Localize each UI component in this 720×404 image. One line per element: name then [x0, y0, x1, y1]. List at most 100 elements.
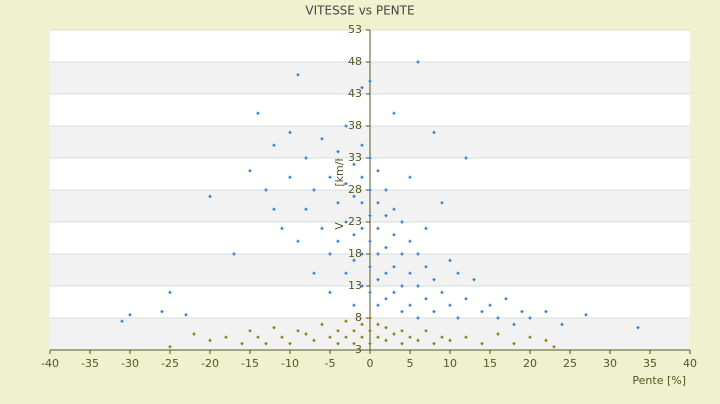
point: [240, 341, 244, 346]
point: [360, 143, 364, 148]
point: [376, 322, 380, 327]
y-tick-label: 43: [348, 87, 362, 100]
point: [400, 220, 404, 224]
y-tick-label: 38: [348, 119, 362, 132]
point: [392, 290, 396, 295]
point: [360, 200, 364, 205]
point: [384, 188, 388, 192]
point: [368, 316, 372, 320]
point: [424, 264, 428, 269]
y-tick-label: 8: [355, 311, 362, 324]
point: [352, 341, 356, 346]
point: [424, 296, 428, 301]
y-tick-label: 18: [348, 247, 362, 260]
point: [544, 338, 548, 343]
point: [416, 284, 420, 288]
point: [368, 341, 372, 346]
point: [384, 338, 388, 343]
point: [376, 200, 380, 205]
point: [328, 175, 332, 180]
point: [584, 312, 588, 317]
point: [368, 156, 372, 160]
point: [368, 213, 372, 218]
x-axis-label: Pente [%]: [632, 374, 686, 387]
x-tick-label: 0: [367, 357, 374, 370]
point: [208, 338, 212, 343]
point: [496, 332, 500, 336]
point: [512, 341, 516, 346]
point: [352, 328, 356, 333]
point: [544, 309, 548, 314]
point: [432, 341, 436, 346]
point: [336, 149, 340, 154]
x-tick-label: 30: [603, 357, 617, 370]
point: [424, 328, 428, 333]
point: [288, 130, 292, 135]
point: [296, 72, 300, 77]
point: [440, 290, 444, 295]
point: [360, 335, 364, 340]
point: [376, 335, 380, 340]
point: [168, 290, 172, 295]
point: [416, 316, 420, 320]
point: [528, 316, 532, 320]
x-tick-label: -20: [201, 357, 219, 370]
point: [344, 319, 348, 324]
point: [248, 168, 252, 173]
point: [408, 175, 412, 180]
point: [344, 335, 348, 340]
point: [288, 341, 292, 346]
point: [432, 277, 436, 282]
point: [448, 303, 452, 308]
point: [224, 335, 228, 340]
x-tick-label: 35: [643, 357, 657, 370]
point: [312, 188, 316, 192]
point: [368, 264, 372, 269]
point: [376, 277, 380, 282]
point: [384, 245, 388, 250]
x-tick-label: 20: [523, 357, 537, 370]
point: [352, 303, 356, 308]
point: [352, 162, 356, 167]
point: [408, 239, 412, 244]
point: [320, 136, 324, 141]
point: [296, 239, 300, 244]
point: [384, 325, 388, 330]
point: [312, 338, 316, 343]
point: [424, 226, 428, 231]
point: [464, 335, 468, 340]
x-tick-label: 5: [407, 357, 414, 370]
point: [184, 312, 188, 317]
y-tick-label: 53: [348, 23, 362, 36]
point: [456, 316, 460, 320]
point: [384, 296, 388, 301]
point: [304, 156, 308, 160]
point: [392, 332, 396, 336]
y-tick-label: 28: [348, 183, 362, 196]
x-tick-label: 10: [443, 357, 457, 370]
point: [376, 252, 380, 256]
point: [440, 335, 444, 340]
point: [400, 284, 404, 288]
point: [520, 309, 524, 314]
point: [368, 290, 372, 295]
point: [400, 328, 404, 333]
point: [464, 156, 468, 160]
point: [256, 335, 260, 340]
point: [400, 341, 404, 346]
point: [472, 277, 476, 282]
point: [128, 312, 132, 317]
point: [360, 226, 364, 231]
point: [376, 226, 380, 231]
point: [344, 181, 348, 186]
x-tick-label: -35: [81, 357, 99, 370]
point: [272, 325, 276, 330]
point: [400, 309, 404, 314]
point: [408, 303, 412, 308]
point: [336, 200, 340, 205]
point: [360, 322, 364, 327]
point: [368, 239, 372, 244]
x-tick-label: -30: [121, 357, 139, 370]
x-tick-label: -10: [281, 357, 299, 370]
point: [280, 226, 284, 231]
